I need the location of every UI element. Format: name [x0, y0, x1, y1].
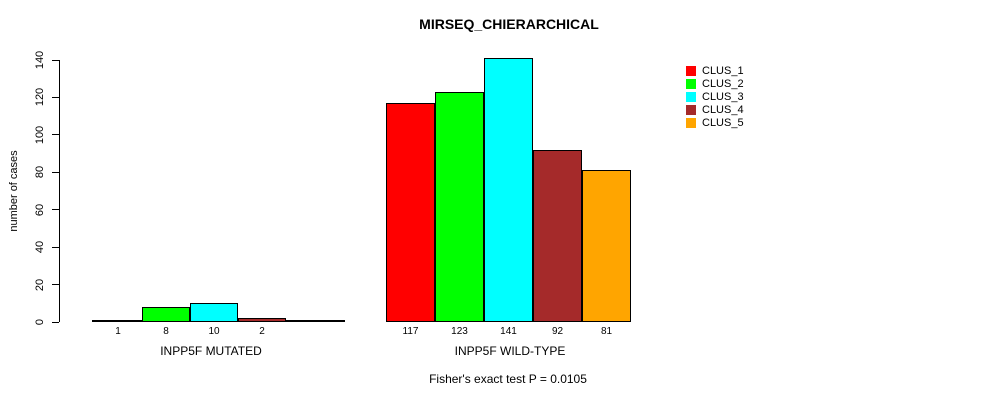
legend-swatch — [686, 105, 696, 115]
y-tick-mark — [52, 246, 59, 248]
legend-label: CLUS_1 — [702, 65, 744, 77]
bar-value-label: 81 — [600, 326, 613, 337]
bar — [386, 103, 435, 322]
group-label-mutated: INPP5F MUTATED — [160, 344, 262, 358]
bar-value-label: 123 — [451, 326, 468, 337]
bar — [533, 150, 582, 322]
legend-label: CLUS_4 — [702, 104, 744, 116]
y-tick-mark — [52, 284, 59, 286]
legend-swatch — [686, 118, 696, 128]
bar-value-label: 10 — [208, 326, 220, 337]
legend-swatch — [686, 92, 696, 102]
y-axis-title: number of cases — [8, 150, 20, 232]
y-tick-mark — [52, 96, 59, 98]
y-tick-label: 80 — [34, 166, 46, 179]
y-tick-mark — [52, 59, 59, 61]
bar — [435, 92, 484, 322]
y-tick-mark — [52, 171, 59, 173]
bar-value-label: 1 — [115, 326, 121, 337]
bar-value-label: 141 — [500, 326, 517, 337]
bar — [238, 318, 286, 322]
y-tick-label: 100 — [34, 125, 46, 145]
pvalue-annotation: Fisher's exact test P = 0.0105 — [429, 372, 587, 386]
y-axis-line — [59, 60, 60, 322]
bar-value-label: 8 — [163, 326, 169, 337]
bar — [142, 307, 190, 322]
y-tick-label: 20 — [34, 278, 46, 291]
legend-label: CLUS_3 — [702, 91, 744, 103]
bar-value-label: 117 — [402, 326, 419, 337]
bar-value-label: 92 — [551, 326, 564, 337]
y-tick-mark — [52, 134, 59, 136]
y-tick-label: 0 — [34, 318, 46, 326]
legend-swatch — [686, 79, 696, 89]
legend-swatch — [686, 66, 696, 76]
y-tick-mark — [52, 209, 59, 211]
y-tick-mark — [52, 321, 59, 323]
legend-label: CLUS_5 — [702, 117, 744, 129]
bar — [484, 58, 533, 322]
y-tick-label: 120 — [34, 88, 46, 107]
bar — [94, 320, 142, 322]
bar — [582, 170, 631, 322]
y-tick-label: 40 — [34, 241, 46, 254]
chart-title: MIRSEQ_CHIERARCHICAL — [419, 16, 599, 32]
legend-label: CLUS_2 — [702, 78, 744, 90]
bar — [190, 303, 238, 322]
group-label-wildtype: INPP5F WILD-TYPE — [454, 344, 566, 358]
y-tick-label: 60 — [34, 203, 46, 216]
bar-value-label: 2 — [259, 326, 265, 337]
y-tick-label: 140 — [34, 50, 46, 70]
